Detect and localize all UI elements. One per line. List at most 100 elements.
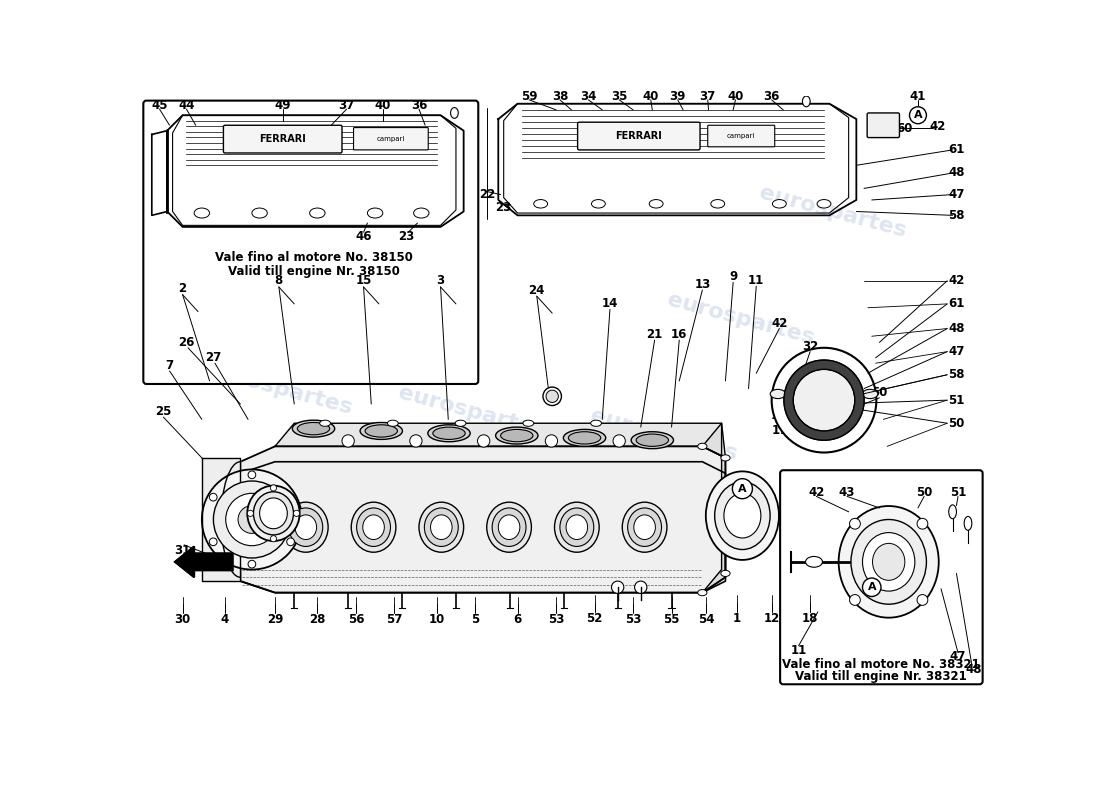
- Ellipse shape: [260, 498, 287, 529]
- Text: 54: 54: [698, 613, 715, 626]
- Ellipse shape: [414, 208, 429, 218]
- Ellipse shape: [492, 508, 526, 546]
- Text: 36: 36: [410, 98, 427, 112]
- Ellipse shape: [805, 557, 823, 567]
- Text: eurospartes: eurospartes: [396, 382, 547, 441]
- Ellipse shape: [817, 199, 830, 208]
- Text: Valid till engine Nr. 38150: Valid till engine Nr. 38150: [228, 265, 399, 278]
- Text: 61: 61: [948, 143, 965, 157]
- Ellipse shape: [697, 590, 707, 596]
- Ellipse shape: [566, 515, 587, 539]
- Text: 3: 3: [437, 274, 444, 287]
- Text: 25: 25: [155, 405, 172, 418]
- Ellipse shape: [293, 420, 334, 437]
- Ellipse shape: [500, 430, 532, 442]
- Ellipse shape: [720, 570, 730, 577]
- Circle shape: [226, 494, 278, 546]
- FancyArrow shape: [175, 546, 233, 578]
- Text: 48: 48: [965, 663, 981, 676]
- Ellipse shape: [724, 494, 761, 538]
- Ellipse shape: [948, 505, 957, 518]
- Text: eurospartes: eurospartes: [588, 406, 739, 464]
- Circle shape: [546, 434, 558, 447]
- Text: 14: 14: [602, 298, 618, 310]
- Text: 29: 29: [267, 613, 283, 626]
- Text: 37: 37: [700, 90, 716, 102]
- Text: 53: 53: [625, 613, 641, 626]
- Text: Valid till engine Nr. 38321: Valid till engine Nr. 38321: [795, 670, 967, 683]
- Text: 33: 33: [840, 363, 857, 376]
- Text: 17: 17: [771, 425, 788, 438]
- Ellipse shape: [351, 502, 396, 552]
- Ellipse shape: [803, 96, 810, 106]
- Text: 47: 47: [948, 345, 965, 358]
- Ellipse shape: [363, 515, 384, 539]
- Circle shape: [294, 510, 299, 517]
- Text: 41: 41: [910, 90, 926, 102]
- Text: 39: 39: [670, 90, 686, 102]
- Text: 18: 18: [802, 611, 818, 625]
- Ellipse shape: [297, 422, 330, 435]
- Circle shape: [209, 538, 217, 546]
- Ellipse shape: [432, 427, 465, 439]
- Circle shape: [248, 510, 253, 517]
- Circle shape: [213, 481, 290, 558]
- Circle shape: [543, 387, 561, 406]
- Ellipse shape: [569, 432, 601, 444]
- Text: campari: campari: [376, 136, 405, 142]
- Circle shape: [613, 434, 625, 447]
- Ellipse shape: [496, 427, 538, 444]
- Ellipse shape: [628, 508, 661, 546]
- Text: eurospartes: eurospartes: [219, 498, 370, 557]
- Circle shape: [849, 594, 860, 606]
- Text: 24: 24: [529, 283, 544, 297]
- Ellipse shape: [631, 432, 673, 449]
- Text: 57: 57: [386, 613, 403, 626]
- Circle shape: [342, 434, 354, 447]
- Text: 50: 50: [871, 386, 888, 399]
- FancyBboxPatch shape: [578, 122, 700, 150]
- Text: 5: 5: [471, 613, 480, 626]
- Text: 55: 55: [663, 613, 680, 626]
- Text: 42: 42: [808, 486, 825, 499]
- Text: 40: 40: [375, 98, 390, 112]
- Text: eurospartes: eurospartes: [204, 359, 354, 418]
- Text: 59: 59: [521, 90, 538, 102]
- Text: 10: 10: [429, 613, 444, 626]
- Ellipse shape: [560, 508, 594, 546]
- Circle shape: [849, 518, 860, 529]
- Ellipse shape: [534, 199, 548, 208]
- Text: 23: 23: [398, 230, 414, 242]
- Text: 56: 56: [348, 613, 364, 626]
- Text: 48: 48: [948, 322, 965, 335]
- Circle shape: [784, 360, 865, 440]
- Ellipse shape: [838, 506, 938, 618]
- Text: 48: 48: [948, 166, 965, 179]
- Text: 31: 31: [175, 544, 190, 557]
- Ellipse shape: [387, 420, 398, 426]
- Circle shape: [287, 494, 295, 501]
- Text: 61: 61: [948, 298, 965, 310]
- Ellipse shape: [522, 420, 534, 426]
- Text: 43: 43: [839, 486, 856, 499]
- FancyBboxPatch shape: [223, 126, 342, 153]
- Polygon shape: [703, 423, 726, 593]
- Polygon shape: [202, 458, 241, 581]
- Text: 6: 6: [514, 613, 521, 626]
- Circle shape: [862, 578, 881, 597]
- Text: 52: 52: [586, 611, 603, 625]
- Circle shape: [202, 470, 301, 570]
- Circle shape: [409, 434, 422, 447]
- Ellipse shape: [455, 420, 466, 426]
- Text: A: A: [914, 110, 922, 120]
- Ellipse shape: [425, 508, 459, 546]
- Text: 37: 37: [339, 98, 354, 112]
- Ellipse shape: [253, 492, 294, 535]
- Text: 45: 45: [152, 98, 167, 112]
- Circle shape: [917, 518, 927, 529]
- Circle shape: [209, 494, 217, 501]
- Circle shape: [249, 560, 255, 568]
- Text: campari: campari: [727, 133, 755, 139]
- Text: 58: 58: [948, 368, 965, 382]
- Ellipse shape: [451, 107, 459, 118]
